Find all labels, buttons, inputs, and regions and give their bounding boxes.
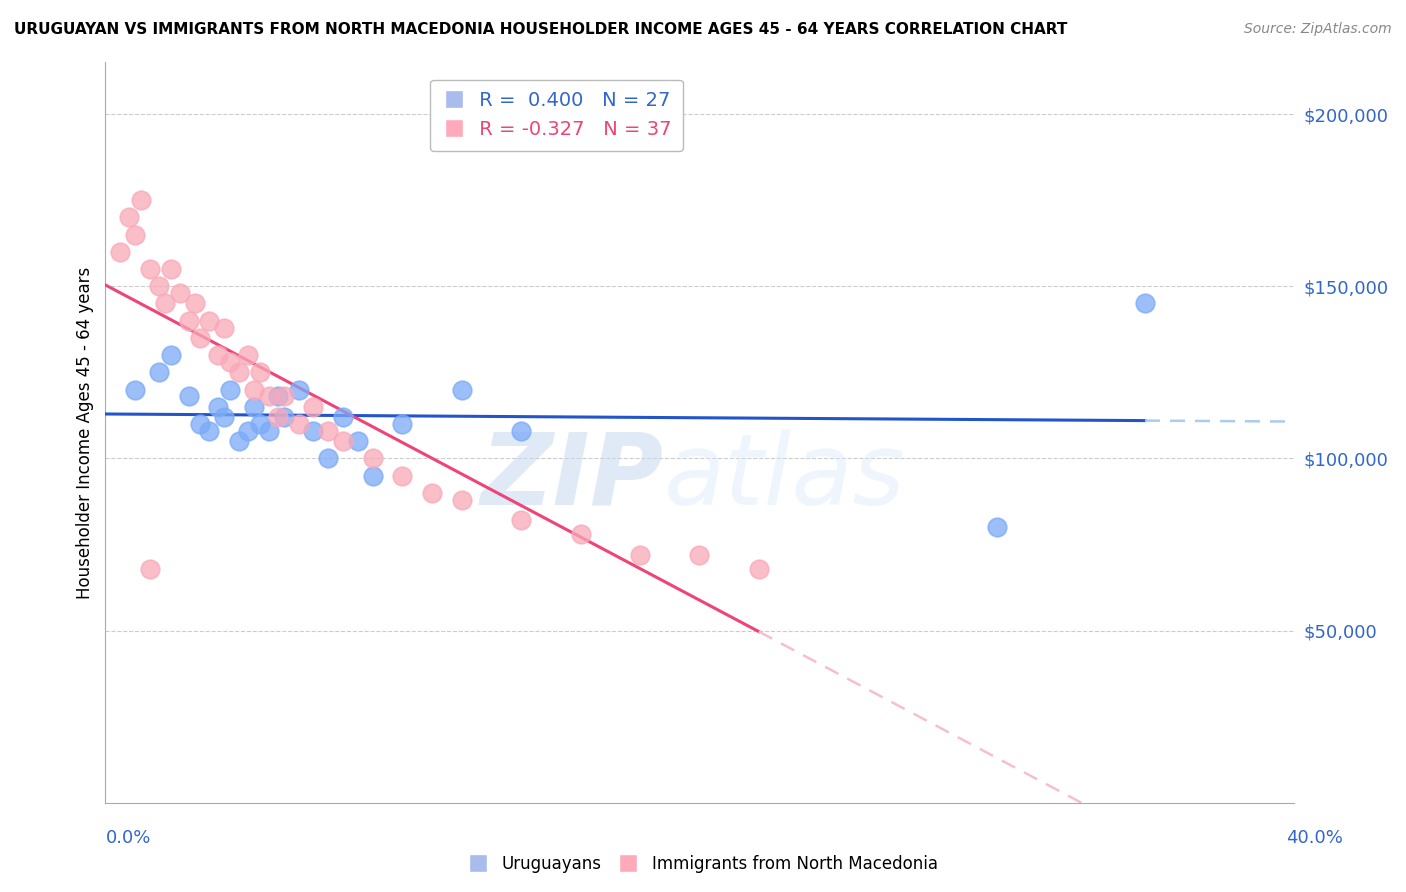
Point bbox=[159, 348, 181, 362]
Point bbox=[148, 365, 170, 379]
Point bbox=[420, 486, 443, 500]
Point bbox=[177, 389, 200, 403]
Point bbox=[124, 227, 146, 242]
Point bbox=[148, 279, 170, 293]
Point bbox=[391, 417, 413, 431]
Legend: Uruguayans, Immigrants from North Macedonia: Uruguayans, Immigrants from North Macedo… bbox=[461, 848, 945, 880]
Point bbox=[129, 193, 152, 207]
Point bbox=[110, 244, 132, 259]
Point bbox=[302, 400, 325, 414]
Point bbox=[190, 331, 212, 345]
Point bbox=[361, 451, 384, 466]
Point bbox=[249, 365, 271, 379]
Point bbox=[316, 451, 339, 466]
Point bbox=[287, 383, 309, 397]
Point bbox=[243, 383, 266, 397]
Point bbox=[1133, 296, 1156, 310]
Point bbox=[249, 417, 271, 431]
Point bbox=[986, 520, 1008, 534]
Point bbox=[214, 320, 236, 334]
Point bbox=[243, 400, 266, 414]
Point bbox=[316, 424, 339, 438]
Point bbox=[267, 410, 290, 425]
Point bbox=[153, 296, 176, 310]
Point bbox=[267, 389, 290, 403]
Y-axis label: Householder Income Ages 45 - 64 years: Householder Income Ages 45 - 64 years bbox=[76, 267, 94, 599]
Point bbox=[118, 211, 141, 225]
Point bbox=[257, 424, 280, 438]
Point bbox=[450, 383, 472, 397]
Point bbox=[450, 492, 472, 507]
Point bbox=[219, 383, 242, 397]
Point bbox=[207, 400, 229, 414]
Point bbox=[628, 548, 651, 562]
Point bbox=[214, 410, 236, 425]
Point bbox=[139, 561, 162, 575]
Point bbox=[236, 348, 259, 362]
Point bbox=[510, 424, 533, 438]
Point bbox=[228, 365, 250, 379]
Point bbox=[198, 424, 221, 438]
Point bbox=[273, 389, 295, 403]
Point bbox=[287, 417, 309, 431]
Text: URUGUAYAN VS IMMIGRANTS FROM NORTH MACEDONIA HOUSEHOLDER INCOME AGES 45 - 64 YEA: URUGUAYAN VS IMMIGRANTS FROM NORTH MACED… bbox=[14, 22, 1067, 37]
Point bbox=[347, 434, 370, 449]
Point bbox=[198, 314, 221, 328]
Point bbox=[159, 262, 181, 277]
Point bbox=[689, 548, 711, 562]
Point bbox=[207, 348, 229, 362]
Point bbox=[219, 355, 242, 369]
Text: 40.0%: 40.0% bbox=[1286, 829, 1343, 847]
Legend:  R =  0.400   N = 27,  R = -0.327   N = 37: R = 0.400 N = 27, R = -0.327 N = 37 bbox=[430, 79, 683, 151]
Text: Source: ZipAtlas.com: Source: ZipAtlas.com bbox=[1244, 22, 1392, 37]
Point bbox=[510, 513, 533, 527]
Point bbox=[302, 424, 325, 438]
Point bbox=[332, 410, 354, 425]
Point bbox=[236, 424, 259, 438]
Point bbox=[183, 296, 205, 310]
Point bbox=[228, 434, 250, 449]
Point bbox=[124, 383, 146, 397]
Point bbox=[361, 468, 384, 483]
Text: ZIP: ZIP bbox=[481, 428, 664, 525]
Point bbox=[748, 561, 770, 575]
Point bbox=[569, 527, 592, 541]
Point bbox=[169, 286, 191, 301]
Text: 0.0%: 0.0% bbox=[105, 829, 150, 847]
Point bbox=[391, 468, 413, 483]
Point bbox=[190, 417, 212, 431]
Point bbox=[273, 410, 295, 425]
Point bbox=[257, 389, 280, 403]
Point bbox=[177, 314, 200, 328]
Point bbox=[332, 434, 354, 449]
Point bbox=[139, 262, 162, 277]
Text: atlas: atlas bbox=[664, 428, 905, 525]
